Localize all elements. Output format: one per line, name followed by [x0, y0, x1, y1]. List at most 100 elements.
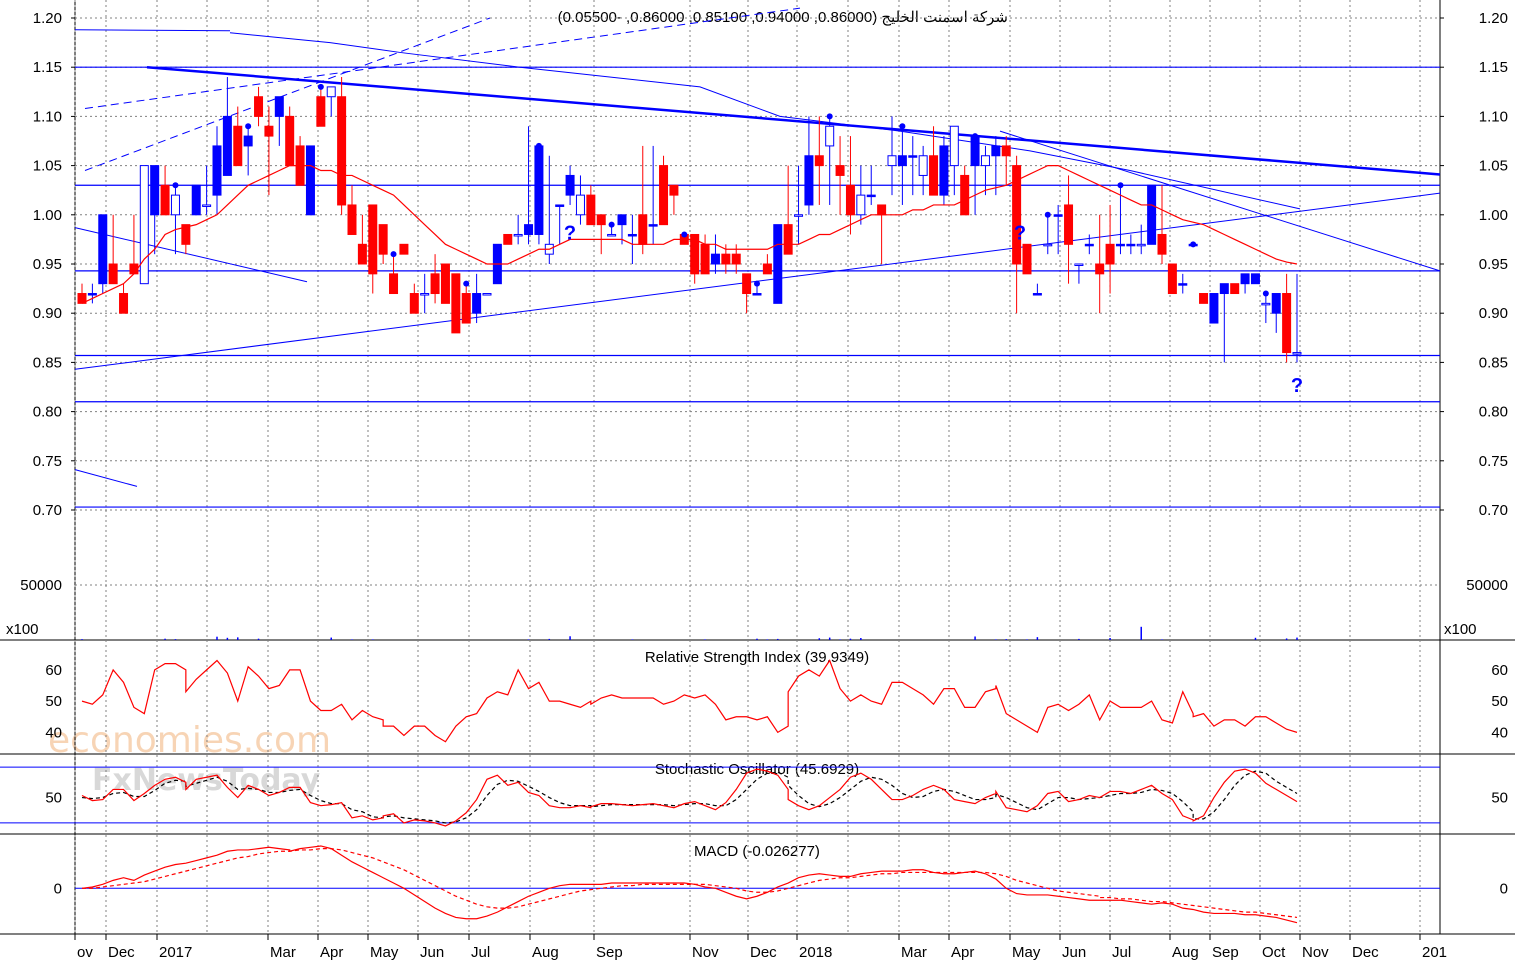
trendline-recent	[999, 130, 1441, 272]
moving-average-line	[81, 165, 1298, 304]
candle-body	[409, 293, 419, 314]
fan-line-dashed	[84, 7, 801, 110]
candle-body	[451, 273, 461, 334]
candle-body	[991, 145, 1001, 157]
candle-body	[378, 224, 388, 255]
channel-line	[74, 29, 231, 32]
candle-body	[607, 233, 617, 237]
trendline-falling-main	[146, 65, 1441, 176]
candle-body	[887, 155, 897, 167]
candle-body	[877, 204, 887, 216]
candle-body	[783, 224, 793, 255]
price-tick-left: 0.75	[33, 453, 62, 470]
candle-body	[285, 115, 295, 167]
candle-body	[202, 204, 212, 207]
x-axis-label: Aug	[1172, 944, 1199, 960]
price-title: شركة اسمنت الخليج (0.86000, 0.94000, 0.8…	[558, 9, 1008, 26]
candle-body	[389, 273, 399, 295]
signal-dot	[390, 251, 397, 258]
candle-body	[1074, 263, 1084, 266]
rsi-tick-left: 60	[45, 662, 62, 679]
candle-body	[980, 155, 990, 167]
rsi-title: Relative Strength Index (39.9349)	[645, 649, 869, 666]
candle-body	[1209, 293, 1219, 324]
candle-body	[222, 115, 232, 176]
candle-body	[1292, 352, 1302, 355]
x-axis-label: Sep	[1212, 944, 1239, 960]
candle-body	[742, 273, 752, 295]
candle-body	[918, 155, 928, 176]
candle-body	[866, 194, 876, 198]
volume-unit-left: x100	[6, 621, 39, 638]
volume-unit-right: x100	[1444, 621, 1477, 638]
candle-body	[565, 174, 575, 196]
signal-dot	[99, 241, 106, 248]
price-tick-left: 0.70	[33, 502, 62, 519]
candle-body	[804, 155, 814, 206]
price-tick-right: 1.15	[1479, 59, 1508, 76]
candle-body	[1095, 263, 1105, 275]
x-axis-label: May	[370, 944, 399, 960]
candle-body	[482, 293, 492, 296]
signal-dot	[1117, 182, 1124, 189]
candle-body	[721, 253, 731, 265]
x-axis-label: Dec	[750, 944, 777, 960]
candle-body	[700, 243, 710, 275]
stochastic-tick-right: 50	[1491, 790, 1508, 807]
candle-body	[929, 155, 939, 196]
candle-body	[243, 135, 253, 147]
candle-body	[762, 263, 772, 275]
candle-body	[1282, 293, 1292, 354]
x-axis-label: Jun	[1062, 944, 1086, 960]
signal-dot	[972, 133, 979, 140]
candle-body	[524, 224, 534, 235]
candle-body	[752, 293, 762, 296]
candle-body	[897, 155, 907, 167]
candle-body	[1105, 243, 1115, 265]
rsi-line	[81, 659, 1298, 743]
x-axis-label: Nov	[1302, 944, 1329, 960]
x-axis-label: Jul	[1112, 944, 1131, 960]
candle-body	[160, 184, 170, 216]
signal-dot	[245, 123, 252, 130]
candle-body	[814, 155, 824, 167]
candle-body	[845, 184, 855, 216]
signal-dot	[463, 280, 470, 287]
candle-body	[87, 293, 97, 296]
candle-body	[1001, 145, 1011, 157]
question-mark-annotation: ?	[1014, 222, 1026, 244]
price-tick-right: 0.90	[1479, 305, 1508, 322]
price-tick-right: 0.75	[1479, 453, 1508, 470]
candle-body	[1157, 233, 1167, 255]
candle-body	[430, 273, 440, 295]
price-tick-right: 1.00	[1479, 207, 1508, 224]
price-tick-left: 1.05	[33, 158, 62, 175]
candle-body	[1199, 293, 1209, 304]
candle-body	[731, 253, 741, 265]
candle-body	[119, 293, 129, 314]
macd-title: MACD (-0.026277)	[694, 843, 820, 860]
candle-body	[1136, 243, 1146, 247]
candle-body	[908, 155, 918, 158]
candle-body	[1064, 204, 1074, 245]
x-axis-label: 2017	[159, 944, 192, 960]
candle-body	[233, 125, 243, 167]
candle-body	[586, 194, 596, 226]
candle-body	[461, 293, 471, 324]
macd-tick-right: 0	[1500, 880, 1508, 897]
candle-body	[1230, 283, 1240, 295]
candle-body	[347, 204, 357, 235]
candle-body	[1126, 243, 1136, 247]
signal-dot	[899, 123, 906, 130]
signal-dot	[754, 280, 760, 287]
candle-body	[1012, 165, 1022, 265]
candle-body	[1271, 293, 1281, 314]
candle-body	[139, 165, 149, 285]
x-axis-label: Apr	[320, 944, 343, 960]
candle-body	[617, 214, 627, 226]
signal-dot	[1044, 211, 1051, 218]
candle-body	[1043, 243, 1053, 247]
candle-body	[150, 165, 160, 216]
candle-body	[170, 194, 180, 216]
